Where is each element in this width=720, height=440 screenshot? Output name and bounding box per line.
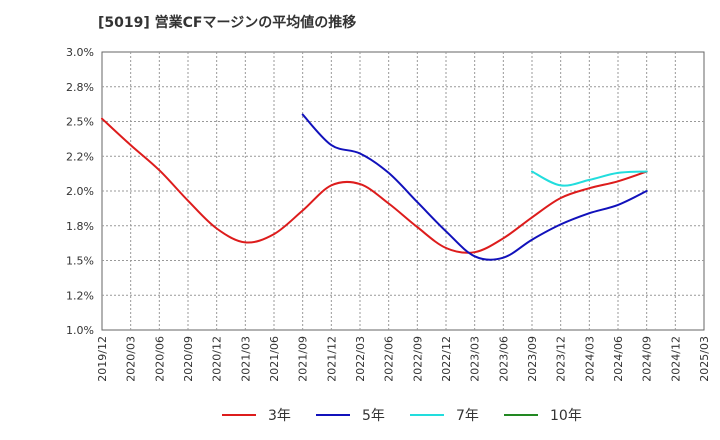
legend-item: 3年 — [222, 404, 291, 426]
legend-swatch — [504, 414, 538, 416]
y-tick-label: 2.8% — [66, 81, 94, 94]
legend-item: 10年 — [504, 404, 582, 426]
series-line-1 — [301, 113, 648, 261]
x-tick-label: 2022/06 — [383, 336, 396, 382]
x-tick-label: 2020/06 — [153, 336, 166, 382]
legend: 3年 5年 7年 10年 — [0, 404, 720, 426]
x-tick-label: 2023/03 — [469, 336, 482, 382]
x-tick-label: 2022/12 — [440, 336, 453, 382]
y-tick-label: 1.5% — [66, 255, 94, 268]
x-tick-label: 2024/12 — [669, 336, 682, 382]
series-line-0 — [101, 117, 648, 254]
x-tick-label: 2019/12 — [96, 336, 109, 382]
legend-label: 3年 — [268, 408, 291, 424]
chart-title: [5019] 営業CFマージンの平均値の推移 — [98, 15, 357, 31]
y-tick-label: 3.0% — [66, 46, 94, 59]
y-tick-label: 2.5% — [66, 116, 94, 129]
legend-item: 5年 — [316, 404, 385, 426]
legend-swatch — [410, 414, 444, 416]
x-tick-label: 2021/06 — [268, 336, 281, 382]
series-layer — [101, 113, 648, 261]
series-line-2 — [531, 170, 648, 187]
legend-label: 5年 — [362, 408, 385, 424]
x-tick-label: 2020/12 — [211, 336, 224, 382]
x-tick-label: 2023/12 — [555, 336, 568, 382]
legend-label: 7年 — [456, 408, 479, 424]
y-tick-label: 1.0% — [66, 324, 94, 337]
legend-label: 10年 — [550, 408, 582, 424]
x-tick-label: 2022/09 — [411, 336, 424, 382]
y-tick-label: 1.8% — [66, 220, 94, 233]
x-tick-label: 2020/09 — [182, 336, 195, 382]
y-tick-label: 2.2% — [66, 150, 94, 163]
legend-swatch — [316, 414, 350, 416]
y-tick-label: 1.2% — [66, 289, 94, 302]
x-tick-label: 2021/12 — [325, 336, 338, 382]
x-tick-label: 2024/06 — [612, 336, 625, 382]
x-tick-label: 2021/09 — [297, 336, 310, 382]
x-tick-label: 2025/03 — [698, 336, 711, 382]
y-tick-label: 2.0% — [66, 185, 94, 198]
x-tick-label: 2024/09 — [641, 336, 654, 382]
x-tick-label: 2020/03 — [125, 336, 138, 382]
x-tick-label: 2022/03 — [354, 336, 367, 382]
legend-item: 7年 — [410, 404, 479, 426]
x-tick-label: 2021/03 — [239, 336, 252, 382]
x-tick-label: 2023/09 — [526, 336, 539, 382]
axis-layer: 1.0% 1.2% 1.5% 1.8% 2.0% 2.2% 2.5% 2.8% 3.0% 2019… — [66, 46, 711, 382]
x-tick-label: 2023/06 — [497, 336, 510, 382]
legend-swatch — [222, 414, 256, 416]
x-tick-label: 2024/03 — [583, 336, 596, 382]
grid-layer — [101, 51, 705, 331]
